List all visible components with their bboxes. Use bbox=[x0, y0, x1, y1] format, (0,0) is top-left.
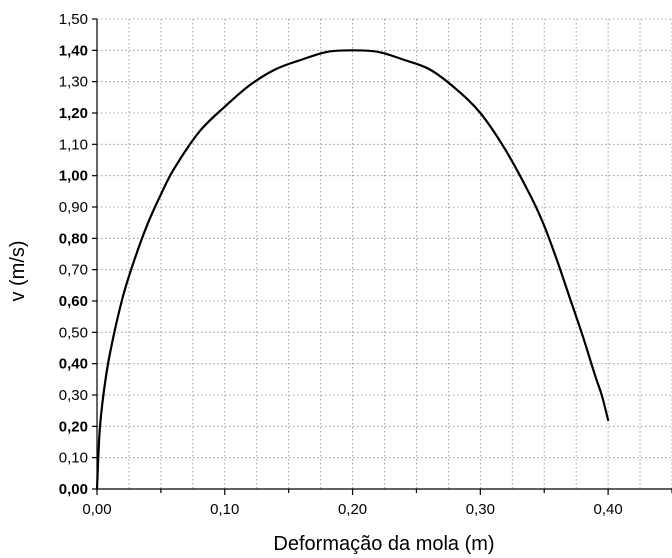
y-tick-label: 0,00 bbox=[59, 481, 88, 498]
y-tick-label: 0,90 bbox=[59, 199, 88, 216]
y-tick-label: 0,50 bbox=[59, 324, 88, 341]
y-tick-label: 1,30 bbox=[59, 74, 88, 91]
y-tick-label: 1,10 bbox=[59, 136, 88, 153]
y-tick-label: 0,10 bbox=[59, 450, 88, 467]
x-tick-label: 0,10 bbox=[210, 501, 239, 518]
y-axis-title: v (m/s) bbox=[7, 240, 29, 301]
x-tick-label: 0,30 bbox=[466, 501, 495, 518]
x-axis-title: Deformação da mola (m) bbox=[273, 533, 494, 555]
y-tick-label: 1,50 bbox=[59, 11, 88, 28]
y-tick-label: 1,00 bbox=[59, 168, 88, 185]
series-line bbox=[95, 49, 610, 491]
grid bbox=[97, 18, 672, 489]
y-tick-label: 1,40 bbox=[59, 42, 88, 59]
y-tick-label: 0,30 bbox=[59, 387, 88, 404]
y-tick-label: 0,20 bbox=[59, 418, 88, 435]
y-tick-label: 0,80 bbox=[59, 230, 88, 247]
axes bbox=[96, 19, 672, 490]
x-tick-label: 0,00 bbox=[82, 501, 111, 518]
x-tick-label: 0,40 bbox=[594, 501, 623, 518]
y-tick-label: 0,40 bbox=[59, 356, 88, 373]
y-tick-label: 0,70 bbox=[59, 262, 88, 279]
x-tick-label: 0,20 bbox=[338, 501, 367, 518]
series bbox=[95, 49, 610, 491]
y-tick-label: 1,20 bbox=[59, 105, 88, 122]
y-tick-label: 0,60 bbox=[59, 293, 88, 310]
ticks: 0,00 0,10 0,20 0,30 0,40 0,50 0,60 0,70 0,80 0,90… bbox=[59, 11, 672, 518]
